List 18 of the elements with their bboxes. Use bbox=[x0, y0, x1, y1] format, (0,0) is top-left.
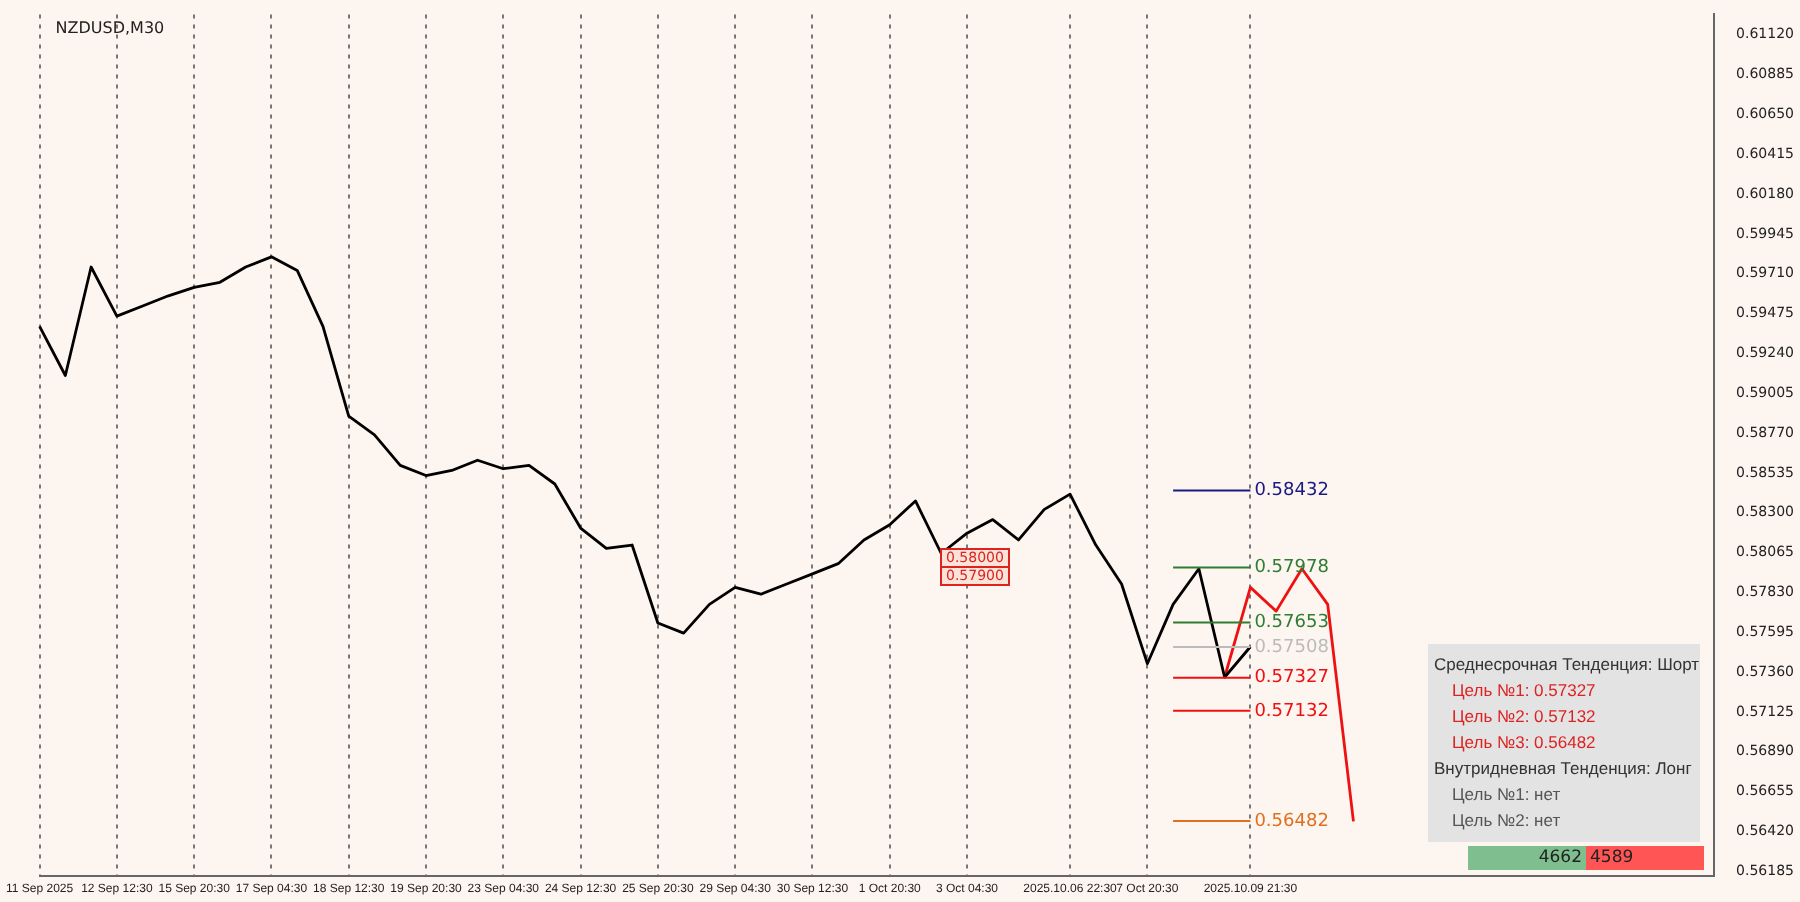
ref-line-label: 0.58432 bbox=[1254, 481, 1329, 502]
ref-line-label: 0.57132 bbox=[1254, 701, 1329, 722]
chart-title: NZDUSD,M30 bbox=[55, 18, 165, 37]
ref-line-label: 0.57978 bbox=[1254, 558, 1330, 579]
annotation: Цель №3: 0.56482 bbox=[1450, 730, 1598, 756]
ref-line-label: 0.57327 bbox=[1254, 668, 1329, 689]
counter-panel: 4662 4589 bbox=[1468, 846, 1704, 870]
ref-line-label: 0.57508 bbox=[1254, 637, 1330, 658]
ref-line-label: 0.57653 bbox=[1254, 613, 1329, 634]
annotation: Цель №1: нет bbox=[1450, 782, 1563, 808]
ref-line-label: 0.56482 bbox=[1254, 811, 1329, 832]
annotation: Среднесрочная Тенденция: Шорт bbox=[1434, 652, 1700, 678]
annotation: Цель №1: 0.57327 bbox=[1450, 678, 1598, 704]
annotation: 4662 bbox=[1468, 846, 1586, 870]
annotation: 4589 bbox=[1586, 846, 1704, 870]
annotation: Внутридневная Тенденция: Лонг bbox=[1434, 756, 1694, 782]
annotation: Цель №2: 0.57132 bbox=[1450, 704, 1598, 730]
annotation: Цель №2: нет bbox=[1450, 808, 1563, 834]
